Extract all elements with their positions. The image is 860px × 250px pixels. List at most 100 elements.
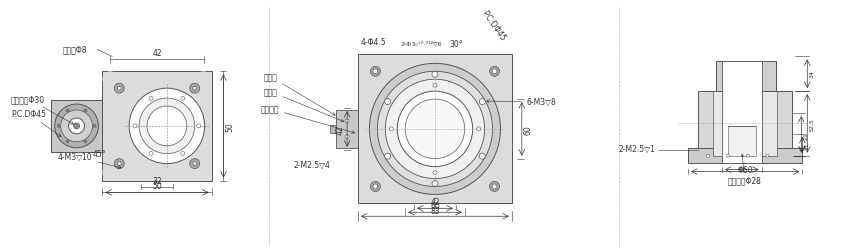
Circle shape: [385, 80, 484, 179]
Circle shape: [196, 165, 212, 181]
Text: 45°: 45°: [92, 149, 106, 158]
Circle shape: [433, 84, 437, 88]
Text: 34: 34: [809, 70, 814, 78]
Circle shape: [74, 124, 79, 129]
Text: 传感器: 传感器: [264, 88, 344, 122]
Circle shape: [479, 154, 485, 160]
Circle shape: [371, 67, 380, 77]
Circle shape: [345, 120, 349, 124]
Text: 6-M3▽8: 6-M3▽8: [487, 98, 556, 107]
Circle shape: [193, 162, 197, 166]
Circle shape: [489, 67, 500, 77]
Circle shape: [766, 154, 769, 158]
Circle shape: [114, 84, 124, 94]
Text: 14: 14: [738, 167, 746, 172]
Circle shape: [133, 124, 137, 128]
Bar: [722, 62, 762, 163]
Text: 50: 50: [152, 182, 162, 191]
Text: 42: 42: [430, 198, 439, 206]
Bar: [102, 72, 212, 181]
Circle shape: [373, 184, 378, 189]
Text: 2-M2.5▽1: 2-M2.5▽1: [618, 144, 655, 153]
Circle shape: [384, 99, 390, 105]
Circle shape: [390, 128, 393, 131]
Bar: [688, 148, 802, 163]
Circle shape: [84, 140, 87, 143]
Text: 中空孔径Φ28: 中空孔径Φ28: [728, 154, 762, 185]
Text: 32: 32: [152, 177, 162, 186]
Circle shape: [102, 165, 119, 181]
Bar: [358, 55, 512, 204]
Circle shape: [190, 159, 200, 169]
Bar: [51, 101, 102, 152]
Text: 30°: 30°: [450, 40, 464, 49]
Circle shape: [476, 128, 481, 131]
Bar: [728, 126, 756, 156]
Circle shape: [727, 154, 729, 158]
Circle shape: [114, 159, 124, 169]
Circle shape: [147, 106, 187, 146]
Circle shape: [370, 64, 501, 194]
Text: 马达凸圆Φ30: 马达凸圆Φ30: [11, 95, 74, 125]
Circle shape: [58, 125, 60, 128]
Circle shape: [492, 184, 497, 189]
Text: 60: 60: [524, 124, 533, 134]
Bar: [698, 92, 792, 156]
Circle shape: [405, 100, 464, 159]
Text: 21: 21: [803, 131, 808, 139]
Text: P.C.DΦ45: P.C.DΦ45: [480, 9, 507, 42]
Circle shape: [66, 140, 69, 143]
Circle shape: [117, 87, 121, 91]
Text: 2-M2.5▽4: 2-M2.5▽4: [293, 160, 330, 169]
Circle shape: [149, 97, 153, 101]
Circle shape: [371, 182, 380, 192]
Circle shape: [373, 70, 378, 74]
Text: 4-Φ4.5: 4-Φ4.5: [360, 38, 386, 47]
Circle shape: [196, 72, 212, 88]
Circle shape: [181, 97, 185, 101]
Circle shape: [345, 135, 349, 139]
Text: P.C.DΦ45: P.C.DΦ45: [11, 110, 61, 137]
Circle shape: [117, 162, 121, 166]
Circle shape: [149, 152, 153, 156]
Circle shape: [139, 99, 194, 154]
Circle shape: [746, 154, 749, 158]
Circle shape: [707, 154, 710, 158]
Circle shape: [69, 118, 84, 134]
Circle shape: [384, 154, 390, 160]
Text: 入力轴Φ8: 入力轴Φ8: [63, 45, 87, 54]
Circle shape: [55, 105, 98, 148]
Circle shape: [181, 152, 185, 156]
Circle shape: [93, 125, 96, 128]
Circle shape: [84, 110, 87, 112]
Text: 11: 11: [804, 141, 809, 149]
Circle shape: [489, 182, 500, 192]
Circle shape: [61, 110, 92, 142]
Bar: [713, 92, 777, 156]
Bar: [330, 126, 336, 133]
Text: 50: 50: [225, 122, 235, 131]
Circle shape: [193, 87, 197, 91]
Bar: [336, 110, 358, 148]
Text: 60: 60: [430, 202, 439, 210]
Circle shape: [432, 181, 438, 187]
Text: 2-Φ3₀⁺⁰·⁰¹²▽6: 2-Φ3₀⁺⁰·⁰¹²▽6: [400, 40, 442, 46]
Circle shape: [432, 72, 438, 78]
Circle shape: [129, 89, 205, 164]
Bar: [716, 62, 776, 92]
Text: 4-M3▽10: 4-M3▽10: [58, 152, 121, 169]
Circle shape: [197, 124, 200, 128]
Circle shape: [102, 72, 119, 88]
Text: 42: 42: [336, 124, 345, 134]
Text: 83: 83: [430, 206, 439, 216]
Circle shape: [190, 84, 200, 94]
Text: 32.5: 32.5: [809, 118, 814, 131]
Circle shape: [378, 72, 493, 187]
Text: 感应片: 感应片: [264, 73, 335, 116]
Circle shape: [397, 92, 473, 167]
Circle shape: [66, 110, 69, 112]
Text: 42: 42: [152, 49, 162, 58]
Circle shape: [479, 99, 485, 105]
Circle shape: [492, 70, 497, 74]
Circle shape: [433, 171, 437, 175]
